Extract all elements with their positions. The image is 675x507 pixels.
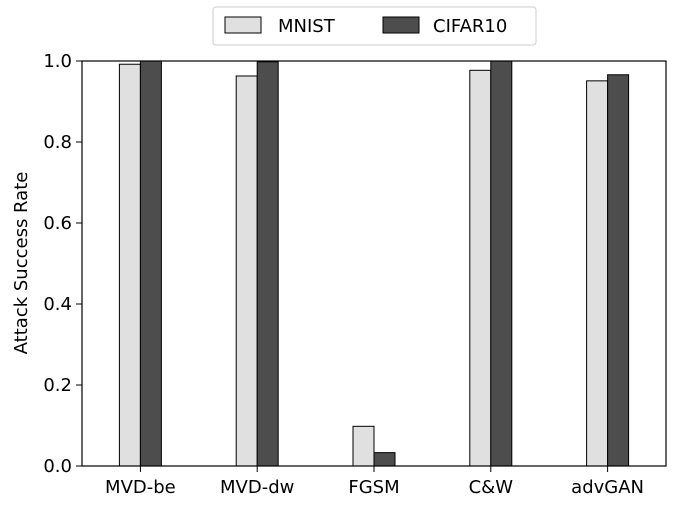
- legend-label-mnist: MNIST: [278, 16, 336, 37]
- legend: MNIST CIFAR10: [212, 6, 537, 46]
- legend-swatch-mnist: [224, 16, 262, 34]
- x-tick-label: advGAN: [571, 477, 644, 498]
- x-tick-label: MVD-dw: [220, 477, 294, 498]
- bar-cifar10-3: [373, 452, 396, 467]
- x-tick-label: FGSM: [348, 477, 399, 498]
- bar-cifar10-2: [256, 61, 279, 467]
- x-axis: MVD-be MVD-dw FGSM C&W advGAN: [105, 466, 644, 498]
- bar-mnist-2: [235, 75, 258, 467]
- bar-cifar10-5: [607, 74, 630, 467]
- y-tick-label: 1.0: [43, 51, 72, 72]
- bar-mnist-5: [586, 80, 609, 467]
- bar-mnist-3: [352, 425, 375, 467]
- bar-cifar10-1: [139, 60, 162, 467]
- bar-cifar10-4: [490, 60, 513, 467]
- x-tick-label: C&W: [469, 477, 514, 498]
- legend-frame: [212, 6, 537, 46]
- bar-mnist-4: [469, 69, 492, 467]
- y-axis: 0.0 0.2 0.4 0.6 0.8 1.0: [43, 51, 82, 477]
- x-tick-label: MVD-be: [105, 477, 176, 498]
- y-tick-label: 0.8: [43, 132, 72, 153]
- legend-label-cifar10: CIFAR10: [433, 16, 507, 37]
- bars: [118, 60, 630, 467]
- y-tick-label: 0.2: [43, 375, 72, 396]
- y-axis-title: Attack Success Rate: [11, 172, 32, 355]
- plot-frame: [81, 60, 667, 467]
- y-tick-label: 0.6: [43, 213, 72, 234]
- y-tick-label: 0.0: [43, 456, 72, 477]
- y-tick-label: 0.4: [43, 294, 72, 315]
- legend-swatch-cifar10: [382, 16, 420, 34]
- bar-mnist-1: [118, 63, 141, 467]
